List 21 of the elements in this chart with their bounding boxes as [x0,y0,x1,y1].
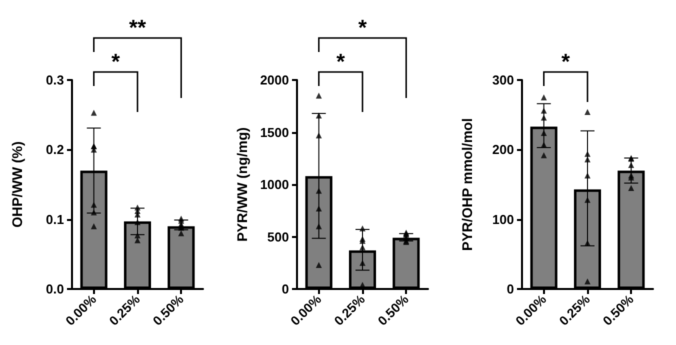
y-tick-label: 0 [506,282,514,296]
y-tick-label: 0.1 [46,212,64,227]
annotation: * [561,49,570,74]
y-tick-label: 100 [492,212,514,227]
y-axis-title: PYR/WW (ng/mg) [234,127,250,242]
y-axis-title: PYR/OHP mmol/mol [459,118,475,251]
y-tick-label: 300 [492,72,514,88]
y-axis-title: OHP/WW (%) [9,141,25,228]
y-tick-label: 0.0 [46,282,64,296]
y-tick-label: 1000 [260,177,289,192]
y-tick-label: 0.3 [46,72,64,88]
text: ** [128,15,146,40]
y-tick-label: 0.2 [46,142,64,158]
y-tick-label: 500 [267,229,289,244]
y-tick-label: 200 [492,142,514,158]
y-tick-label: 2000 [260,72,289,88]
y-tick-label: 0 [282,282,289,296]
text: * [111,49,120,74]
text: * [358,15,368,40]
y-tick-label: 1500 [260,124,289,140]
text: * [336,49,346,74]
